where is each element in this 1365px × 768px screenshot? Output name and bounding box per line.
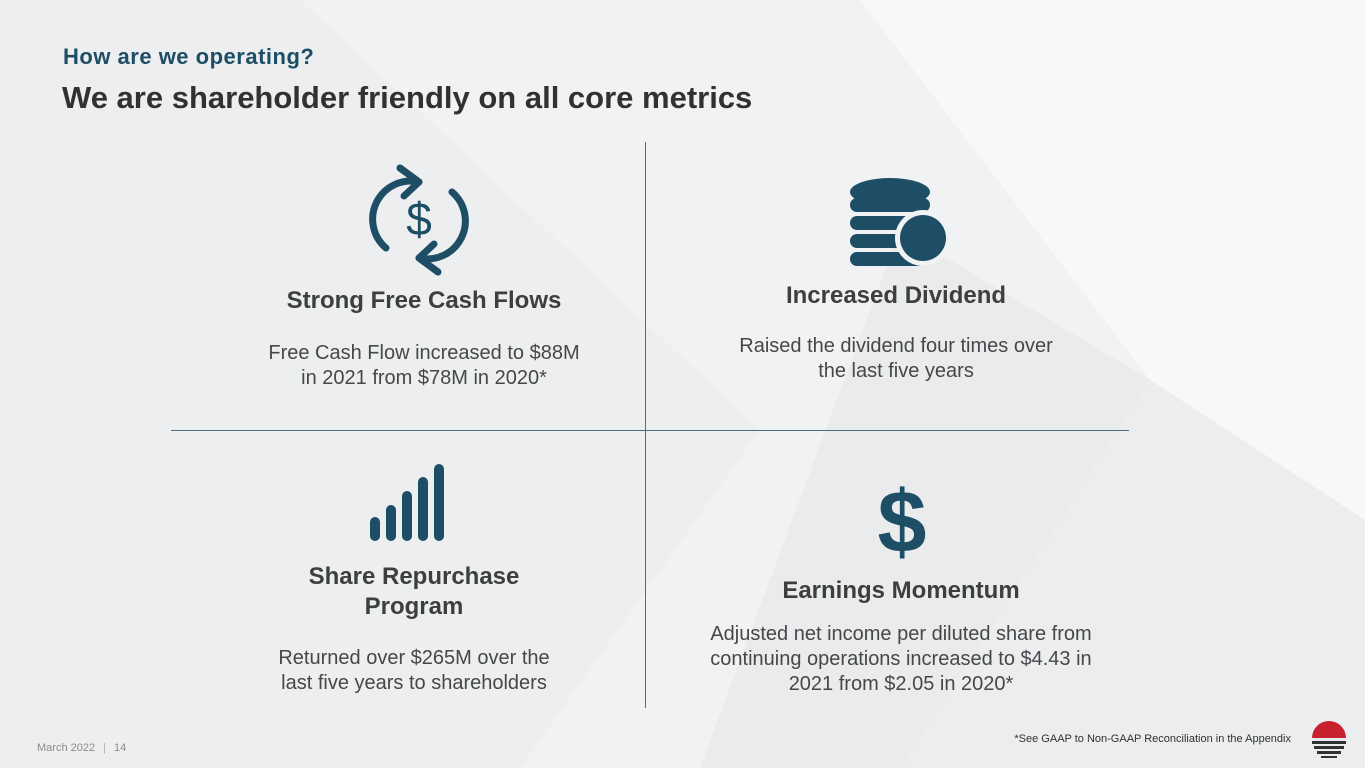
desc-line: 2021 from $2.05 in 2020*	[788, 673, 1014, 695]
coin-stack-icon	[850, 178, 951, 266]
footnote: *See GAAP to Non-GAAP Reconciliation in …	[1014, 733, 1291, 745]
desc-line: the last five years	[818, 360, 974, 382]
desc-line: Adjusted net income per diluted share fr…	[710, 623, 1092, 645]
horizontal-divider	[171, 430, 1129, 431]
heading-earnings-momentum: Earnings Momentum	[782, 577, 1020, 604]
desc-line: Free Cash Flow increased to $88M	[268, 342, 580, 364]
heading-line: Share Repurchase	[308, 563, 520, 590]
desc-line: Returned over $265M over the	[278, 647, 550, 669]
signal-bars-icon	[370, 464, 444, 541]
dollar-sign-icon: $	[878, 472, 927, 566]
desc-share-repurchase: Returned over $265M over the last five y…	[189, 646, 639, 696]
page-number: 14	[113, 742, 127, 754]
footer-date: March 2022	[37, 742, 96, 754]
vertical-divider	[645, 142, 646, 708]
desc-free-cash-flows: Free Cash Flow increased to $88M in 2021…	[199, 341, 649, 391]
section-eyebrow: How are we operating?	[63, 44, 315, 69]
desc-line: in 2021 from $78M in 2020*	[301, 367, 547, 389]
footer-separator: |	[103, 742, 106, 754]
desc-line: last five years to shareholders	[281, 672, 547, 694]
desc-increased-dividend: Raised the dividend four times over the …	[671, 334, 1121, 384]
heading-line: Program	[364, 593, 464, 620]
heading-increased-dividend: Increased Dividend	[785, 282, 1007, 309]
dollar-sign-glyph: $	[878, 472, 927, 566]
company-logo	[1312, 721, 1346, 758]
heading-free-cash-flows: Strong Free Cash Flows	[286, 287, 562, 314]
cash-icon-dollar: $	[406, 193, 432, 245]
desc-line: continuing operations increased to $4.43…	[710, 648, 1092, 670]
cash-cycle-icon: $	[369, 164, 469, 276]
page-title: We are shareholder friendly on all core …	[62, 80, 753, 115]
desc-earnings-momentum: Adjusted net income per diluted share fr…	[676, 622, 1126, 697]
footer-meta: March 2022 | 14	[37, 742, 126, 754]
heading-share-repurchase: Share Repurchase Program	[214, 562, 614, 622]
desc-line: Raised the dividend four times over	[739, 335, 1053, 357]
